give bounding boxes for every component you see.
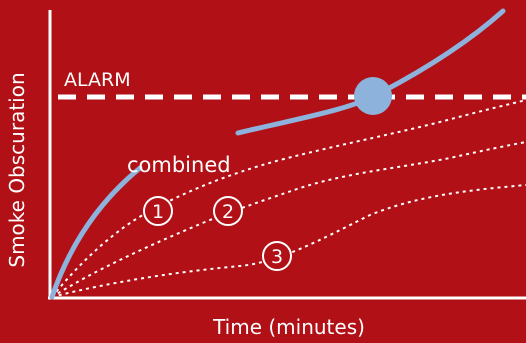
source-curve-2 (51, 141, 526, 298)
y-axis-label: Smoke Obscuration (5, 72, 29, 267)
source-marker-3: 3 (262, 241, 292, 271)
source-curve-3 (51, 184, 526, 298)
combined-label: combined (127, 153, 231, 177)
combined-curve-rise (49, 165, 143, 300)
source-marker-1: 1 (143, 196, 173, 226)
source-curve-1 (51, 99, 526, 298)
source-marker-1-label: 1 (152, 201, 164, 223)
alarm-trigger-point (354, 77, 392, 115)
source-marker-2: 2 (213, 196, 243, 226)
source-marker-3-label: 3 (271, 246, 283, 268)
x-axis-label: Time (minutes) (212, 315, 365, 339)
alarm-label: ALARM (64, 69, 131, 91)
source-marker-2-label: 2 (222, 201, 234, 223)
